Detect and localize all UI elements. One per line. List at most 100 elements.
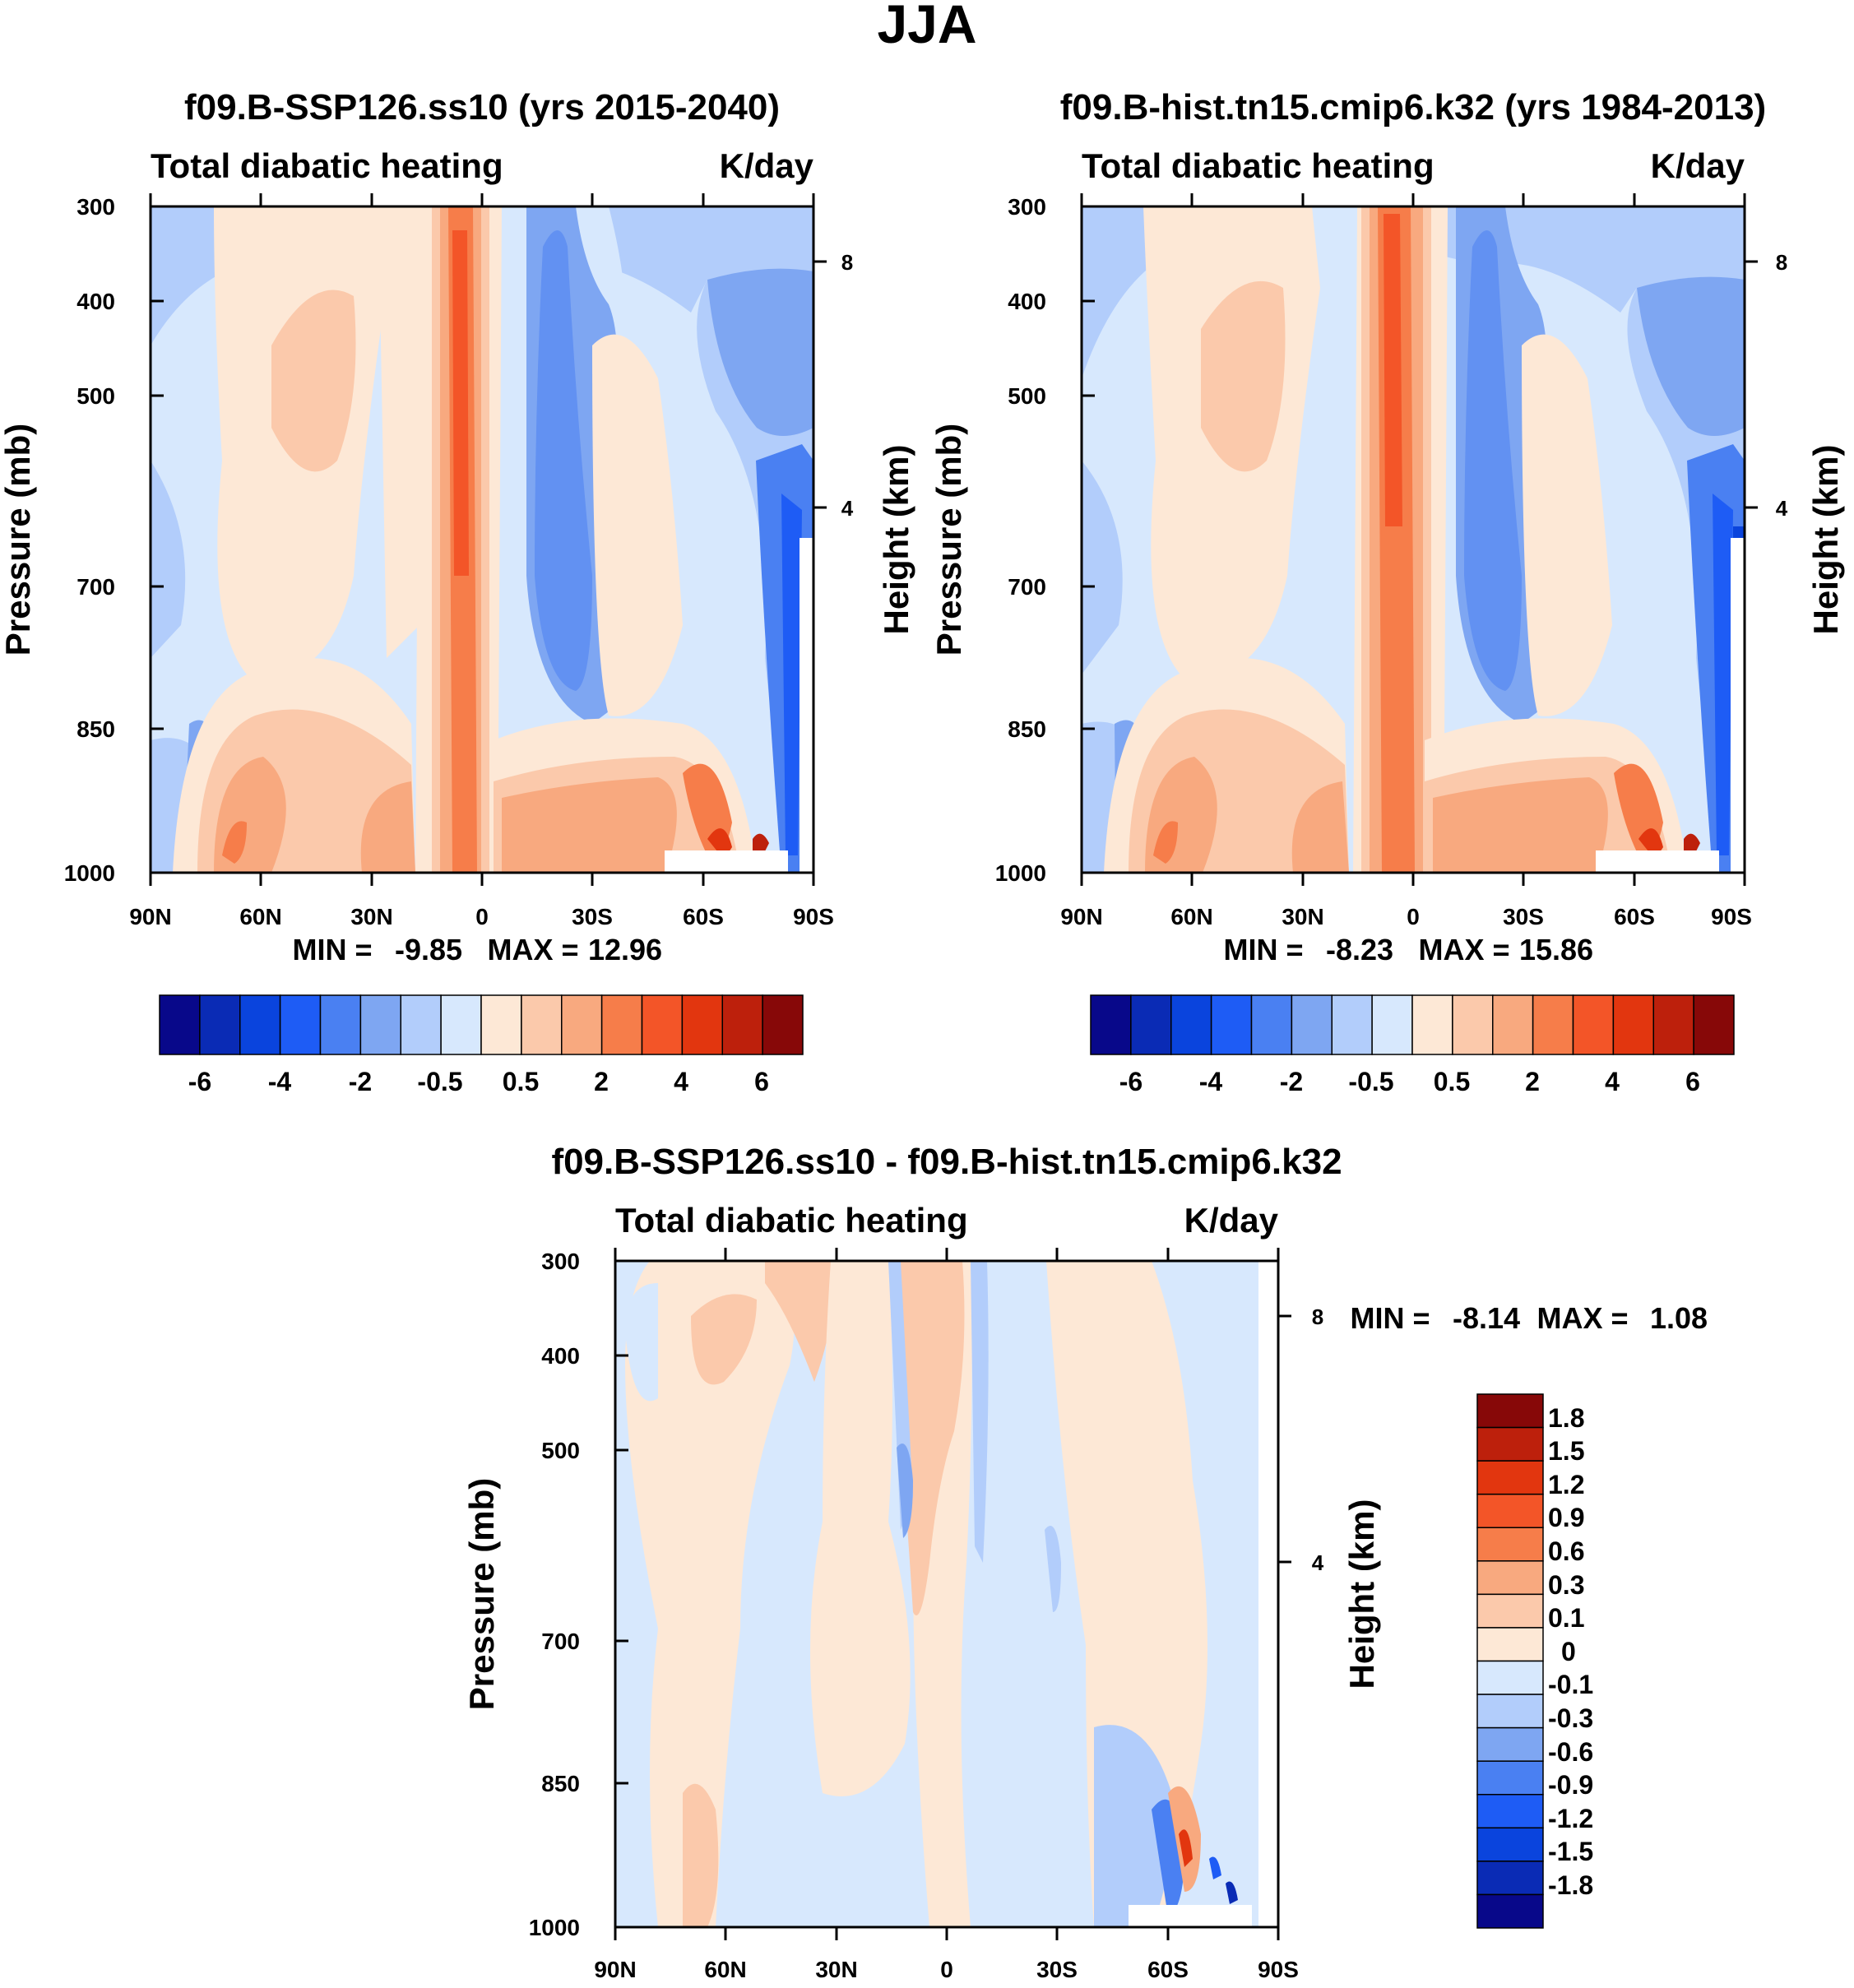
colorbar-swatch <box>1532 994 1574 1055</box>
colorbar-label: -0.6 <box>1548 1737 1593 1767</box>
y-tick-label: 1000 <box>64 860 115 886</box>
colorbar-label: 4 <box>674 1067 688 1096</box>
y-axis-pressure: 300 400 500 700 850 1000 Pressure (mb) <box>0 194 164 886</box>
colorbar-swatch <box>1492 994 1534 1055</box>
y-tick-label: 500 <box>541 1438 580 1463</box>
panel-title: f09.B-SSP126.ss10 - f09.B-hist.tn15.cmip… <box>551 1142 1342 1182</box>
height-tick-label: 4 <box>1776 496 1788 521</box>
colorbar-label: -1.8 <box>1548 1870 1593 1900</box>
x-tick-label: 90S <box>1258 1957 1299 1982</box>
min-max-readout: MIN = -8.14 MAX = 1.08 <box>1350 1301 1708 1335</box>
x-tick-label: 60S <box>1147 1957 1189 1982</box>
y-axis-title: Pressure (mb) <box>462 1478 501 1710</box>
colorbar-label: 0.5 <box>1434 1067 1470 1096</box>
field-shapes <box>625 1261 1278 1927</box>
y-tick-label: 400 <box>541 1343 580 1369</box>
x-axis: 90N 60N 30N 0 30S 60S 90S <box>594 1248 1299 1982</box>
colorbar-swatch <box>1476 1794 1544 1829</box>
y-tick-label: 1000 <box>529 1915 580 1940</box>
units-label: K/day <box>720 146 814 185</box>
y-tick-label: 300 <box>76 194 115 220</box>
y-tick-label: 500 <box>76 383 115 409</box>
colorbar-swatch <box>1476 1593 1544 1629</box>
colorbar-label: 1.8 <box>1548 1403 1584 1433</box>
variable-label: Total diabatic heating <box>615 1201 968 1240</box>
colorbar-swatch <box>400 994 442 1055</box>
colorbar-label: -6 <box>188 1067 211 1096</box>
height-tick-label: 8 <box>1312 1304 1323 1329</box>
y-axis-pressure: 300 400 500 700 850 1000 Pressure (mb) <box>462 1249 628 1940</box>
field-shapes <box>1082 206 1745 873</box>
colorbar-swatch <box>1476 1861 1544 1896</box>
colorbar-swatch <box>319 994 362 1055</box>
y-axis-title: Pressure (mb) <box>0 424 37 656</box>
x-tick-label: 60S <box>1614 904 1655 929</box>
colorbar-swatch <box>1612 994 1654 1055</box>
panel-title: f09.B-SSP126.ss10 (yrs 2015-2040) <box>184 87 780 127</box>
colorbar-label: -4 <box>268 1067 292 1096</box>
colorbar-swatch <box>1476 1827 1544 1862</box>
y-tick-label: 300 <box>541 1249 580 1274</box>
colorbar-swatch <box>1250 994 1293 1055</box>
y-tick-label: 400 <box>1008 289 1046 314</box>
colorbar-label: 6 <box>1685 1067 1700 1096</box>
y-tick-label: 850 <box>541 1771 580 1796</box>
colorbar-swatch <box>1130 994 1172 1055</box>
colorbar-swatch <box>1170 994 1212 1055</box>
height-axis-title: Height (km) <box>1806 445 1845 635</box>
colorbar-swatch <box>1476 1627 1544 1662</box>
height-tick-label: 8 <box>1776 250 1787 275</box>
colorbar-swatch <box>1411 994 1453 1055</box>
contour-field <box>615 1261 1278 1927</box>
contour-field <box>1082 206 1745 873</box>
colorbar-swatch <box>239 994 281 1055</box>
x-tick-label: 90S <box>793 904 834 929</box>
colorbar-label: -1.2 <box>1548 1804 1593 1833</box>
colorbar-label: -1.5 <box>1548 1837 1593 1866</box>
max-value: 15.86 <box>1519 933 1593 966</box>
colorbar <box>1090 994 1735 1055</box>
min-max-readout: MIN = -8.23 MAX = 15.86 <box>1223 933 1593 966</box>
min-label: MIN = <box>1350 1301 1430 1335</box>
colorbar-swatch <box>1476 1493 1544 1528</box>
y-tick-label: 700 <box>76 574 115 600</box>
colorbar-label: -0.9 <box>1548 1770 1593 1800</box>
colorbar-label: -2 <box>349 1067 372 1096</box>
panel-ssp126: f09.B-SSP126.ss10 (yrs 2015-2040) Total … <box>0 87 915 1096</box>
colorbar-swatch <box>199 994 241 1055</box>
colorbar-label: 1.2 <box>1548 1470 1584 1499</box>
colorbar <box>1476 1393 1544 1929</box>
colorbar-swatch <box>521 994 563 1055</box>
colorbar-labels: 1.8 1.5 1.2 0.9 0.6 0.3 0.1 0 -0.1 -0.3 … <box>1548 1403 1593 1900</box>
colorbar-swatch <box>480 994 522 1055</box>
colorbar-swatch <box>561 994 603 1055</box>
colorbar-swatch <box>641 994 684 1055</box>
min-value: -8.14 <box>1453 1301 1520 1335</box>
colorbar-swatch <box>600 994 643 1055</box>
y-tick-label: 850 <box>1008 716 1046 742</box>
y-axis-title: Pressure (mb) <box>929 424 968 656</box>
colorbar-label: -0.5 <box>1348 1067 1393 1096</box>
colorbar-label: -4 <box>1199 1067 1223 1096</box>
colorbar-swatch <box>159 994 201 1055</box>
height-tick-label: 4 <box>1312 1550 1324 1575</box>
colorbar-swatch <box>1652 994 1694 1055</box>
colorbar-label: -6 <box>1119 1067 1143 1096</box>
colorbar-swatch <box>721 994 763 1055</box>
panel-historical: f09.B-hist.tn15.cmip6.k32 (yrs 1984-2013… <box>929 87 1845 1096</box>
colorbar-swatch <box>762 994 804 1055</box>
x-axis: 90N 60N 30N 0 30S 60S 90S <box>129 193 834 929</box>
colorbar-swatch <box>1291 994 1333 1055</box>
height-tick-label: 8 <box>841 250 853 275</box>
x-tick-label: 60S <box>683 904 724 929</box>
units-label: K/day <box>1651 146 1745 185</box>
colorbar-swatch <box>359 994 401 1055</box>
y-tick-label: 300 <box>1008 194 1046 220</box>
x-tick-label: 60N <box>239 904 281 929</box>
colorbar-swatch <box>440 994 482 1055</box>
min-value: -8.23 <box>1326 933 1393 966</box>
colorbar-label: -0.1 <box>1548 1670 1593 1699</box>
y-tick-label: 500 <box>1008 383 1046 409</box>
variable-label: Total diabatic heating <box>1082 146 1435 185</box>
